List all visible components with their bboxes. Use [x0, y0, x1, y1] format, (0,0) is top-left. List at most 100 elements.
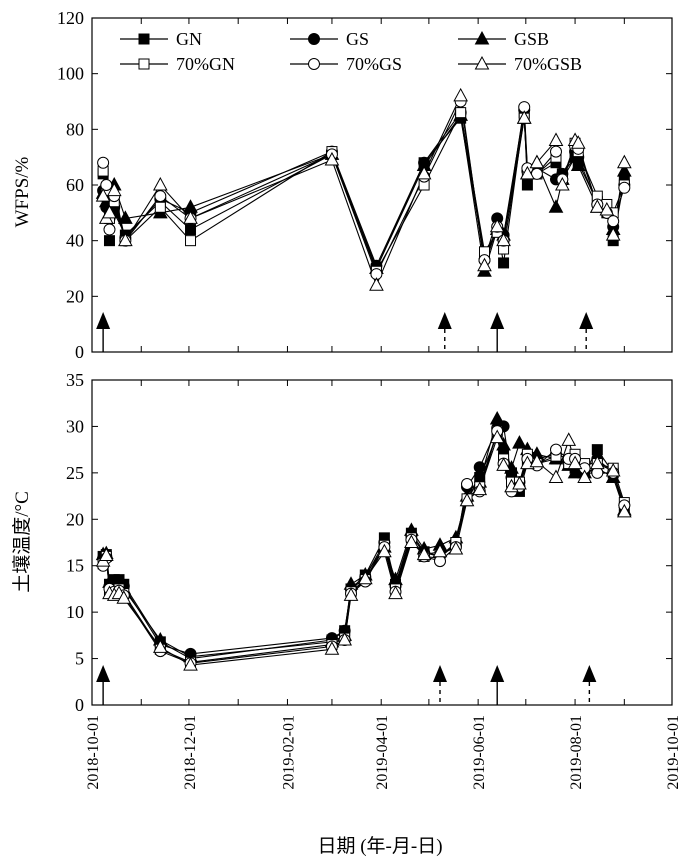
data-point-70pctgs	[550, 145, 562, 158]
event-arrow-head	[579, 312, 594, 329]
data-point-70pctgsb	[343, 587, 359, 601]
data-point-70pctgsb	[453, 87, 468, 102]
legend-label: 70%GSB	[514, 54, 582, 74]
wfps-y-axis-label: WFPS/%	[12, 156, 33, 227]
data-point-70pctgsb	[589, 199, 605, 213]
data-point-70pctgsb	[489, 429, 505, 444]
legend-marker	[138, 33, 150, 45]
series-line-70pctgsb	[102, 435, 625, 666]
data-point-70pctgn	[455, 107, 467, 119]
y-tick-label: 80	[66, 119, 84, 139]
data-point-70pctgsb	[116, 590, 132, 604]
data-point-70pctgsb	[106, 182, 122, 197]
data-point-70pctgsb	[337, 631, 352, 646]
y-tick-label: 0	[75, 342, 84, 362]
data-point-70pctgsb	[388, 585, 403, 600]
event-arrow-head	[437, 312, 452, 329]
data-point-70pctgsb	[555, 176, 570, 191]
y-tick-label: 30	[66, 416, 84, 436]
data-point-70pctgsb	[324, 151, 340, 166]
data-point-70pctgsb	[98, 547, 114, 561]
x-tick-label: 2019-06-01	[471, 715, 488, 790]
data-point-gn	[498, 257, 510, 269]
data-point-70pctgsb	[548, 132, 564, 146]
y-tick-label: 20	[66, 286, 84, 306]
data-point-70pctgs	[461, 478, 474, 490]
data-point-70pctgsb	[496, 232, 511, 247]
legend-marker	[138, 58, 150, 70]
legend-label: GN	[176, 29, 202, 49]
legend-marker	[474, 30, 490, 45]
plot-frame	[91, 379, 673, 706]
legend-marker	[308, 58, 320, 70]
data-point-70pctgsb	[152, 176, 168, 191]
legend-marker	[308, 33, 320, 45]
y-tick-label: 0	[75, 695, 84, 715]
data-point-70pctgsb	[102, 204, 117, 219]
x-tick-label: 2018-10-01	[85, 715, 102, 790]
wfps-panel: 0 20 40 60 80 100 120 GN GS GSB 70%GN 70%GS 70%GSB	[57, 8, 673, 362]
data-point-gn	[521, 179, 533, 191]
data-point-70pctgsb	[561, 432, 577, 446]
data-point-gsb	[496, 436, 511, 451]
legend-label: 70%GS	[346, 54, 402, 74]
data-point-70pctgs	[618, 181, 631, 194]
series-line-70pctgn	[102, 110, 625, 273]
plot-frame	[91, 17, 673, 353]
data-point-70pctgsb	[570, 135, 586, 149]
soil-temperature-y-axis-label: 土壤温度/°C	[11, 491, 33, 593]
data-point-70pctgsb	[512, 475, 527, 490]
data-point-70pctgs	[100, 179, 113, 191]
y-tick-label: 60	[66, 175, 84, 195]
data-point-gsb	[570, 157, 586, 172]
data-point-70pctgn	[154, 201, 166, 213]
data-point-70pctgsb	[118, 232, 133, 247]
data-point-70pctgsb	[377, 543, 392, 558]
legend-item: GSB	[458, 29, 549, 49]
x-tick-label: 2019-10-01	[665, 715, 682, 790]
y-tick-label: 5	[75, 649, 84, 669]
data-point-70pctgsb	[489, 218, 505, 233]
series-line-70pctgsb	[102, 93, 625, 287]
data-point-70pctgs	[607, 215, 620, 228]
legend-label: GS	[346, 29, 369, 49]
data-point-70pctgs	[97, 156, 110, 169]
data-point-70pctgsb	[616, 503, 632, 518]
data-point-70pctgsb	[529, 154, 545, 169]
data-point-70pctgs	[154, 190, 167, 203]
legend-item: GN	[120, 29, 202, 49]
series-line-70pctgs	[102, 430, 625, 664]
data-point-70pctgsb	[529, 453, 545, 468]
data-point-70pctgsb	[472, 481, 488, 496]
data-point-gsb	[616, 163, 632, 177]
data-point-gn	[103, 235, 115, 247]
legend-label: GSB	[514, 29, 549, 49]
legend-marker	[474, 55, 490, 70]
x-tick-label: 2019-04-01	[374, 715, 391, 790]
event-arrow-head	[96, 312, 111, 329]
series-line-70pctgn	[102, 429, 625, 663]
data-point-70pctgsb	[577, 469, 592, 483]
y-tick-label: 120	[57, 8, 84, 28]
event-arrow-head	[490, 312, 505, 329]
y-tick-label: 35	[66, 370, 84, 390]
soil-temperature-panel: 0 5 10 15 20 25 30 35	[66, 370, 673, 715]
data-point-70pctgsb	[516, 110, 532, 124]
data-point-70pctgsb	[616, 154, 632, 169]
legend-item: GS	[290, 29, 369, 49]
event-arrow-head	[433, 665, 447, 682]
series-line-gn	[102, 112, 625, 270]
data-point-70pctgsb	[459, 492, 475, 507]
data-point-70pctgs	[103, 223, 116, 236]
data-point-70pctgsb	[369, 277, 384, 291]
data-point-70pctgsb	[548, 469, 564, 483]
series-line-gs	[102, 109, 625, 268]
x-tick-label: 2019-02-01	[280, 715, 297, 790]
data-point-70pctgsb	[496, 457, 511, 471]
data-point-70pctgsb	[477, 257, 492, 272]
event-arrow-head	[490, 665, 505, 682]
data-point-gs	[473, 461, 486, 474]
y-tick-label: 100	[57, 64, 84, 84]
data-point-70pctgs	[550, 443, 562, 456]
